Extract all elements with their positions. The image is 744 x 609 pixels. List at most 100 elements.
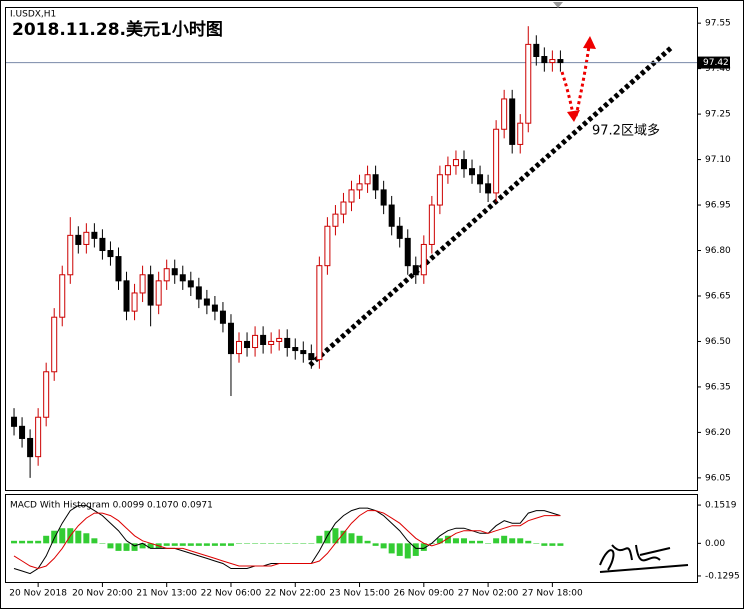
candle-body <box>436 174 443 206</box>
candle-body <box>115 256 122 282</box>
candle-body <box>284 337 291 349</box>
candle-body <box>139 274 146 294</box>
arrow-head <box>567 110 580 122</box>
histogram-bar <box>372 543 379 546</box>
candle-body <box>59 274 66 318</box>
candle-body <box>276 337 283 342</box>
histogram-bar <box>541 543 548 546</box>
histogram-bar <box>533 543 540 544</box>
histogram-bar <box>388 543 395 554</box>
candle-body <box>155 280 162 306</box>
arrow-head <box>583 36 596 49</box>
candle-body <box>324 225 331 267</box>
histogram-bar <box>131 543 138 551</box>
histogram-bar <box>179 543 186 546</box>
histogram-bar <box>404 543 411 559</box>
arrow-up <box>574 45 591 117</box>
x-tick-label: 20 Nov 2018 <box>9 589 67 599</box>
histogram-bar <box>35 540 42 544</box>
candle-body <box>340 201 347 215</box>
histogram-bar <box>348 533 355 544</box>
candle-body <box>91 231 98 239</box>
candle-body <box>348 189 355 203</box>
candle-body <box>493 128 500 194</box>
histogram-bar <box>139 543 146 549</box>
histogram-bar <box>340 530 347 544</box>
candle-body <box>99 237 106 252</box>
candle-body <box>203 298 210 306</box>
candle-body <box>428 204 435 245</box>
histogram-bar <box>171 543 178 546</box>
candle-body <box>316 265 323 361</box>
y-tick-label: 97.55 <box>705 19 731 29</box>
x-tick-label: 27 Nov 02:00 <box>458 589 519 599</box>
candle-body <box>227 322 234 355</box>
scroll-marker <box>553 2 563 8</box>
histogram-bar <box>517 538 524 544</box>
candle-body <box>549 59 556 64</box>
histogram-bar <box>75 530 82 544</box>
candle-body <box>380 189 387 206</box>
histogram-bar <box>211 543 218 546</box>
histogram-bar <box>123 543 130 551</box>
histogram-bar <box>364 540 371 544</box>
candle-body <box>525 43 532 124</box>
candle-body <box>131 292 138 312</box>
candle-body <box>268 340 275 345</box>
histogram-bar <box>227 543 234 546</box>
histogram-bar <box>163 543 170 546</box>
histogram-bar <box>107 543 114 549</box>
histogram-bar <box>219 543 226 546</box>
candle-body <box>107 250 114 258</box>
candle-body <box>541 56 548 64</box>
y-tick-label: -0.1295 <box>705 571 740 581</box>
signature <box>599 544 689 573</box>
x-tick-label: 23 Nov 15:00 <box>329 589 390 599</box>
x-tick-label: 26 Nov 09:00 <box>393 589 454 599</box>
macd-panel <box>5 494 698 583</box>
histogram-bar <box>452 538 459 544</box>
histogram-bar <box>51 530 58 544</box>
candle-body <box>35 416 42 458</box>
macd-title: MACD With Histogram 0.0099 0.1070 0.0971 <box>10 501 213 511</box>
candle-body <box>533 43 540 58</box>
candle-body <box>364 174 371 185</box>
candle-body <box>300 350 307 355</box>
candle-body <box>452 159 459 167</box>
candle-body <box>485 183 492 194</box>
candle-body <box>404 237 411 267</box>
y-tick-label: 96.05 <box>705 473 731 483</box>
x-tick-label: 21 Nov 13:00 <box>136 589 197 599</box>
x-tick-label: 22 Nov 06:00 <box>201 589 262 599</box>
last-price-label: 97.42 <box>703 58 729 68</box>
histogram-bar <box>549 543 556 546</box>
candle-body <box>372 174 379 191</box>
candle-body <box>308 353 315 361</box>
histogram-bar <box>284 543 291 544</box>
title: 2018.11.28.美元1小时图 <box>12 19 223 40</box>
candle-body <box>195 286 202 300</box>
y-tick-label: 96.80 <box>705 246 731 256</box>
main-panel <box>5 7 698 491</box>
histogram-bar <box>203 543 210 546</box>
signal-line <box>13 510 561 570</box>
histogram-bar <box>300 543 307 544</box>
histogram-bar <box>195 543 202 546</box>
candle-body <box>75 234 82 245</box>
histogram-bar <box>91 538 98 544</box>
candle-body <box>509 98 516 145</box>
x-tick-label: 22 Nov 22:00 <box>265 589 326 599</box>
histogram-bar <box>268 543 275 544</box>
histogram-bar <box>276 543 283 544</box>
candle-body <box>244 340 251 349</box>
y-tick-label: 96.50 <box>705 337 731 347</box>
histogram-bar <box>260 543 267 544</box>
y-tick-label: 0.1519 <box>705 501 737 511</box>
histogram-bar <box>493 538 500 544</box>
candle-body <box>123 280 130 312</box>
y-tick-label: 97.40 <box>705 64 731 74</box>
histogram-bar <box>27 540 34 544</box>
histogram-bar <box>11 540 18 544</box>
candle-body <box>219 310 226 324</box>
